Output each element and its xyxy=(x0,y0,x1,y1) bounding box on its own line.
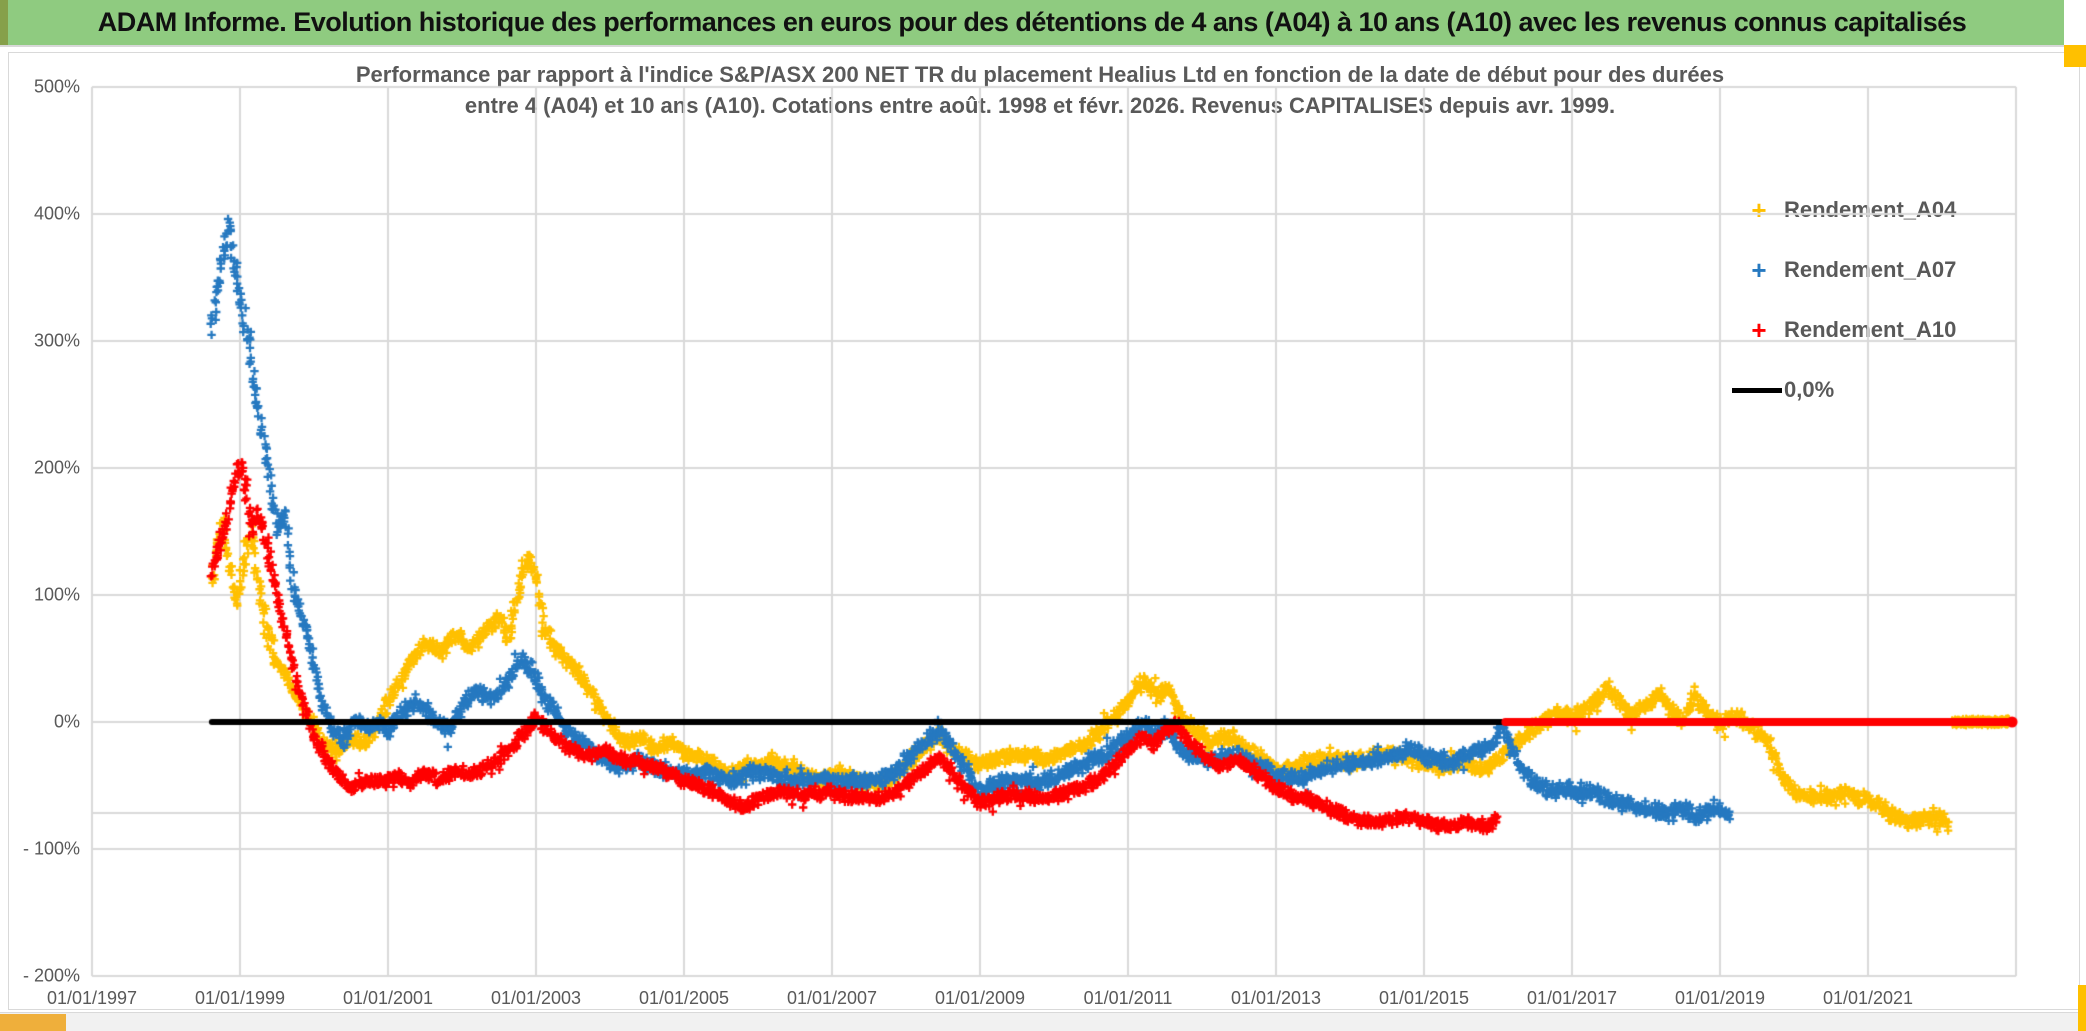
chart-canvas xyxy=(0,0,2086,1031)
screenshot-stage: ADAM Informe. Evolution historique des p… xyxy=(0,0,2086,1031)
